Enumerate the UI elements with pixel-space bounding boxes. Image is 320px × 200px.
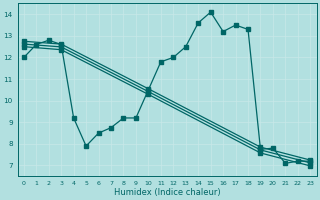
X-axis label: Humidex (Indice chaleur): Humidex (Indice chaleur) (114, 188, 220, 197)
